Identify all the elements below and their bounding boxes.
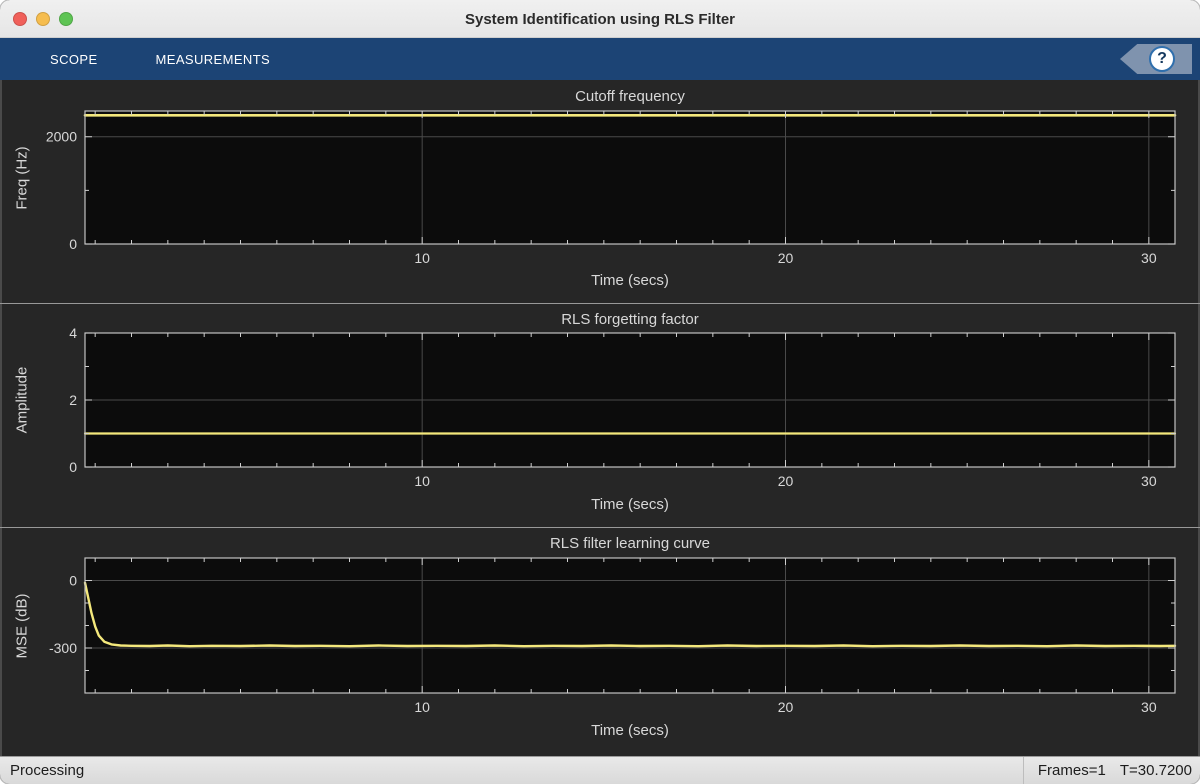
window-controls — [13, 12, 73, 26]
plot1-xlabel: Time (secs) — [591, 272, 669, 289]
zoom-button[interactable] — [59, 12, 73, 26]
window-title: System Identification using RLS Filter — [464, 10, 736, 28]
status-metrics: Frames=1 T=30.7200 — [1022, 757, 1200, 784]
status-time: T=30.7200 — [1119, 762, 1192, 779]
plot2-xlabel: Time (secs) — [591, 496, 669, 513]
titlebar: System Identification using RLS Filter — [0, 0, 1200, 38]
plot3-title: RLS filter learning curve — [549, 535, 711, 552]
plot2-title: RLS forgetting factor — [561, 311, 699, 328]
plot3-xlabel: Time (secs) — [591, 722, 669, 739]
svg-text:20: 20 — [778, 473, 794, 489]
svg-text:20: 20 — [778, 250, 794, 266]
plot3-ylabel: MSE (dB) — [13, 593, 31, 659]
close-button[interactable] — [13, 12, 27, 26]
svg-text:30: 30 — [1141, 250, 1157, 266]
svg-text:2: 2 — [69, 392, 77, 408]
svg-text:20: 20 — [778, 699, 794, 715]
plots-canvas: 10 20 30 0 2000 10 20 30 0 2 4 10 20 30 -300 0 — [46, 110, 1177, 715]
svg-text:30: 30 — [1141, 699, 1157, 715]
svg-text:0: 0 — [69, 459, 77, 475]
question-icon: ? — [1149, 46, 1175, 72]
toolbar-tabs: SCOPE MEASUREMENTS — [50, 38, 270, 80]
plot1-ylabel: Freq (Hz) — [13, 146, 31, 210]
tab-measurements[interactable]: MEASUREMENTS — [155, 51, 271, 67]
status-frames: Frames=1 — [1037, 762, 1106, 779]
tab-scope[interactable]: SCOPE — [50, 51, 98, 67]
svg-text:0: 0 — [69, 573, 77, 589]
panel-separator — [0, 303, 1200, 304]
svg-text:0: 0 — [69, 236, 77, 252]
svg-text:30: 30 — [1141, 473, 1157, 489]
plot-area: 10 20 30 0 2000 10 20 30 0 2 4 10 20 30 -300 0 Cutoff f… — [0, 80, 1200, 756]
svg-text:-300: -300 — [49, 640, 77, 656]
status-message: Processing — [10, 762, 85, 779]
plot2-ylabel: Amplitude — [13, 366, 31, 434]
plot1-title: Cutoff frequency — [575, 88, 685, 105]
minimize-button[interactable] — [36, 12, 50, 26]
svg-text:10: 10 — [414, 699, 430, 715]
help-button[interactable]: ? — [1120, 44, 1192, 74]
svg-text:10: 10 — [414, 250, 430, 266]
svg-text:4: 4 — [69, 325, 77, 341]
toolbar: SCOPE MEASUREMENTS ? — [0, 38, 1200, 80]
status-bar: Processing Frames=1 T=30.7200 — [0, 756, 1200, 784]
svg-text:2000: 2000 — [46, 129, 77, 145]
panel-separator — [0, 527, 1200, 528]
svg-text:10: 10 — [414, 473, 430, 489]
